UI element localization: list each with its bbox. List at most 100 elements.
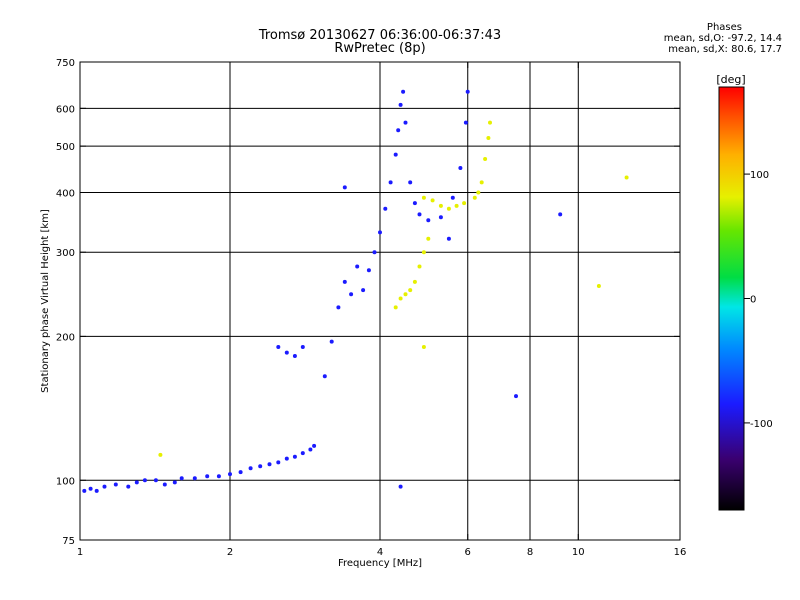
data-point bbox=[329, 339, 334, 344]
data-point bbox=[596, 284, 601, 288]
data-point bbox=[396, 128, 401, 133]
data-point bbox=[300, 451, 305, 456]
chart-title: Tromsø 20130627 06:36:00-06:37:43 bbox=[258, 28, 502, 43]
data-point bbox=[624, 175, 629, 180]
data-point bbox=[355, 264, 360, 269]
data-point bbox=[483, 157, 488, 161]
data-point bbox=[408, 288, 413, 293]
data-point bbox=[446, 236, 451, 241]
colorbar-tick-label: 0 bbox=[750, 295, 756, 306]
data-point bbox=[514, 394, 518, 399]
y-tick-label: 75 bbox=[62, 536, 75, 547]
data-point bbox=[153, 478, 158, 483]
data-point bbox=[205, 474, 210, 479]
data-point bbox=[366, 268, 371, 273]
data-point bbox=[446, 206, 451, 211]
data-point bbox=[463, 120, 468, 125]
data-point bbox=[421, 345, 426, 349]
phase-statistics: Phases mean, sd,O: -97.2, 14.4 mean, sd,… bbox=[562, 22, 782, 55]
data-point bbox=[417, 212, 422, 217]
data-point bbox=[361, 288, 366, 293]
data-point bbox=[192, 476, 197, 481]
data-point bbox=[488, 120, 492, 125]
data-point bbox=[322, 374, 327, 379]
data-point bbox=[342, 185, 347, 190]
colorbar-ticks: 100 0 -100 bbox=[744, 170, 773, 430]
x-tick-label: 8 bbox=[527, 547, 533, 558]
colorbar-unit-label: [deg] bbox=[716, 73, 745, 86]
data-point bbox=[162, 482, 167, 487]
phase-stats-x: mean, sd,X: 80.6, 17.7 bbox=[668, 44, 782, 55]
data-point bbox=[403, 292, 408, 297]
colorbar-tick-label: -100 bbox=[750, 419, 773, 430]
data-point bbox=[421, 250, 426, 255]
y-tick-label: 500 bbox=[56, 142, 75, 153]
data-point bbox=[300, 345, 305, 349]
data-point bbox=[450, 195, 455, 200]
x-tick-label: 1 bbox=[77, 547, 83, 558]
data-point bbox=[284, 456, 289, 461]
x-tick-label: 16 bbox=[674, 547, 687, 558]
data-point bbox=[134, 480, 139, 485]
data-point bbox=[142, 478, 147, 483]
x-axis-label: Frequency [MHz] bbox=[338, 558, 422, 569]
x-tick-label: 4 bbox=[377, 547, 383, 558]
data-point bbox=[438, 203, 443, 208]
data-point bbox=[398, 484, 403, 489]
data-point bbox=[458, 166, 463, 170]
data-point bbox=[465, 89, 470, 94]
data-point bbox=[479, 180, 484, 185]
data-point bbox=[258, 464, 263, 469]
chart-subtitle: RwPretec (8p) bbox=[334, 41, 426, 56]
data-point bbox=[426, 236, 431, 241]
data-point bbox=[454, 203, 459, 208]
data-points bbox=[82, 89, 629, 493]
data-point bbox=[82, 488, 87, 493]
data-point bbox=[292, 354, 297, 358]
x-axis-ticks: 1 2 4 6 8 10 16 bbox=[77, 62, 687, 558]
data-point bbox=[426, 218, 431, 223]
data-point bbox=[179, 476, 184, 481]
data-point bbox=[438, 215, 443, 220]
data-point bbox=[284, 350, 289, 355]
data-point bbox=[412, 201, 417, 206]
x-tick-label: 10 bbox=[572, 547, 585, 558]
data-point bbox=[292, 454, 297, 459]
data-point bbox=[421, 195, 426, 200]
y-tick-label: 750 bbox=[56, 58, 75, 69]
data-point bbox=[312, 443, 317, 448]
y-axis-ticks: 75 100 200 300 400 500 600 750 bbox=[56, 58, 680, 547]
data-point bbox=[172, 480, 177, 485]
data-point bbox=[472, 195, 477, 200]
data-point bbox=[388, 180, 393, 185]
data-point bbox=[88, 486, 93, 491]
y-tick-label: 200 bbox=[56, 332, 75, 343]
data-point bbox=[393, 152, 398, 157]
data-point bbox=[276, 345, 281, 349]
data-point bbox=[349, 292, 354, 297]
data-point bbox=[417, 264, 422, 269]
x-tick-label: 6 bbox=[465, 547, 471, 558]
data-point bbox=[342, 279, 347, 284]
colorbar bbox=[718, 86, 745, 511]
data-point bbox=[248, 466, 253, 471]
x-tick-label: 2 bbox=[227, 547, 233, 558]
data-point bbox=[486, 136, 491, 140]
y-axis-label: Stationary phase Virtual Height [km] bbox=[40, 209, 51, 393]
data-point bbox=[336, 305, 341, 310]
data-point bbox=[408, 180, 413, 185]
data-point bbox=[383, 206, 388, 211]
data-point bbox=[462, 201, 467, 206]
y-tick-label: 400 bbox=[56, 188, 75, 199]
data-point bbox=[378, 230, 382, 235]
data-point bbox=[102, 484, 107, 489]
data-point bbox=[372, 250, 377, 255]
y-tick-label: 600 bbox=[56, 104, 75, 115]
data-point bbox=[398, 296, 403, 301]
data-point bbox=[558, 212, 563, 217]
data-point bbox=[398, 102, 403, 107]
data-point bbox=[308, 447, 313, 452]
data-point bbox=[238, 470, 243, 475]
data-point bbox=[228, 472, 232, 477]
y-tick-label: 100 bbox=[56, 476, 75, 487]
